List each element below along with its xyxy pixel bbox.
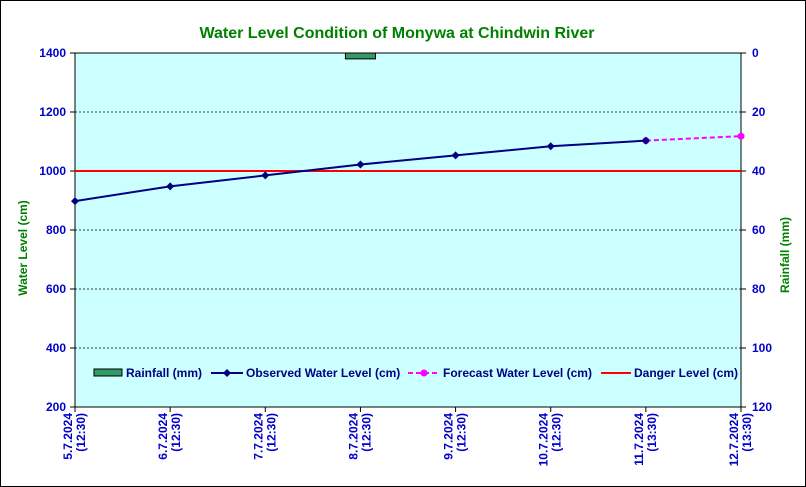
x-tick-label-group: 12.7.2024 (13:30)	[727, 413, 754, 467]
y2-tick-label: 120	[752, 400, 772, 414]
y2-tick-label: 20	[752, 105, 766, 119]
right-axis-ticks: 0 20 40 60 80 100 120	[741, 46, 772, 414]
rainfall-bars	[344, 52, 376, 60]
y2-tick-label: 40	[752, 164, 766, 178]
y-tick-label: 800	[46, 223, 66, 237]
y-axis-label: Water Level (cm)	[16, 200, 30, 296]
observed-point	[261, 171, 270, 180]
observed-point	[71, 197, 79, 206]
observed-point	[451, 151, 460, 160]
rainfall-bar	[344, 52, 376, 60]
x-tick-time: (13:30)	[645, 413, 659, 452]
x-tick-date: 12.7.2024	[727, 413, 741, 467]
x-tick-date: 11.7.2024	[632, 413, 646, 466]
x-tick-label-group: 11.7.2024 (13:30)	[632, 413, 659, 466]
x-tick-time: (12:30)	[169, 413, 183, 452]
water-level-lines	[71, 132, 745, 206]
observed-point	[166, 182, 175, 191]
y-tick-label: 1400	[39, 46, 66, 60]
y2-tick-label: 60	[752, 223, 766, 237]
left-axis-ticks: 200 400 600 800 1000 1200 1400	[39, 46, 75, 414]
x-tick-time: (12:30)	[455, 413, 469, 452]
x-tick-label-group: 6.7.2024 (12:30)	[156, 413, 183, 460]
y-tick-label: 600	[46, 282, 66, 296]
observed-point	[546, 142, 555, 151]
y-tick-label: 400	[46, 341, 66, 355]
x-tick-date: 9.7.2024	[442, 413, 456, 460]
legend-marker-observed	[223, 369, 231, 377]
x-axis-ticks: 5.7.2024 (12:30) 6.7.2024 (12:30) 7.7.2024 (1…	[61, 407, 754, 466]
y2-tick-label: 100	[752, 341, 772, 355]
x-tick-label-group: 8.7.2024 (12:30)	[346, 413, 373, 460]
x-tick-date: 8.7.2024	[346, 413, 360, 460]
x-tick-date: 10.7.2024	[537, 413, 551, 467]
legend-marker-forecast	[420, 369, 428, 377]
forecast-point	[737, 132, 745, 140]
x-tick-time: (12:30)	[74, 413, 88, 452]
x-tick-time: (12:30)	[550, 413, 564, 452]
y2-tick-label: 80	[752, 282, 766, 296]
x-tick-date: 7.7.2024	[251, 413, 265, 460]
x-tick-time: (13:30)	[740, 413, 754, 452]
x-tick-label-group: 5.7.2024 (12:30)	[61, 413, 88, 460]
y2-axis-label: Rainfall (mm)	[778, 217, 792, 293]
y-tick-label: 1200	[39, 105, 66, 119]
y-tick-label: 200	[46, 400, 66, 414]
x-tick-time: (12:30)	[359, 413, 373, 452]
x-tick-label-group: 7.7.2024 (12:30)	[251, 413, 278, 460]
observed-point	[641, 136, 650, 145]
legend-label-forecast: Forecast Water Level (cm)	[443, 366, 592, 380]
y-tick-label: 1000	[39, 164, 66, 178]
x-tick-date: 5.7.2024	[61, 413, 75, 460]
legend-swatch-rainfall	[93, 368, 123, 377]
x-tick-label-group: 10.7.2024 (12:30)	[537, 413, 564, 467]
x-tick-date: 6.7.2024	[156, 413, 170, 460]
chart-title: Water Level Condition of Monywa at Chind…	[200, 25, 595, 42]
x-tick-time: (12:30)	[264, 413, 278, 452]
y2-tick-label: 0	[752, 46, 759, 60]
legend-label-observed: Observed Water Level (cm)	[246, 366, 400, 380]
observed-point	[356, 160, 365, 169]
x-tick-label-group: 9.7.2024 (12:30)	[442, 413, 469, 460]
legend-label-rainfall: Rainfall (mm)	[126, 366, 202, 380]
legend-label-danger: Danger Level (cm)	[634, 366, 738, 380]
legend: Rainfall (mm) Observed Water Level (cm) Fo…	[93, 366, 738, 380]
